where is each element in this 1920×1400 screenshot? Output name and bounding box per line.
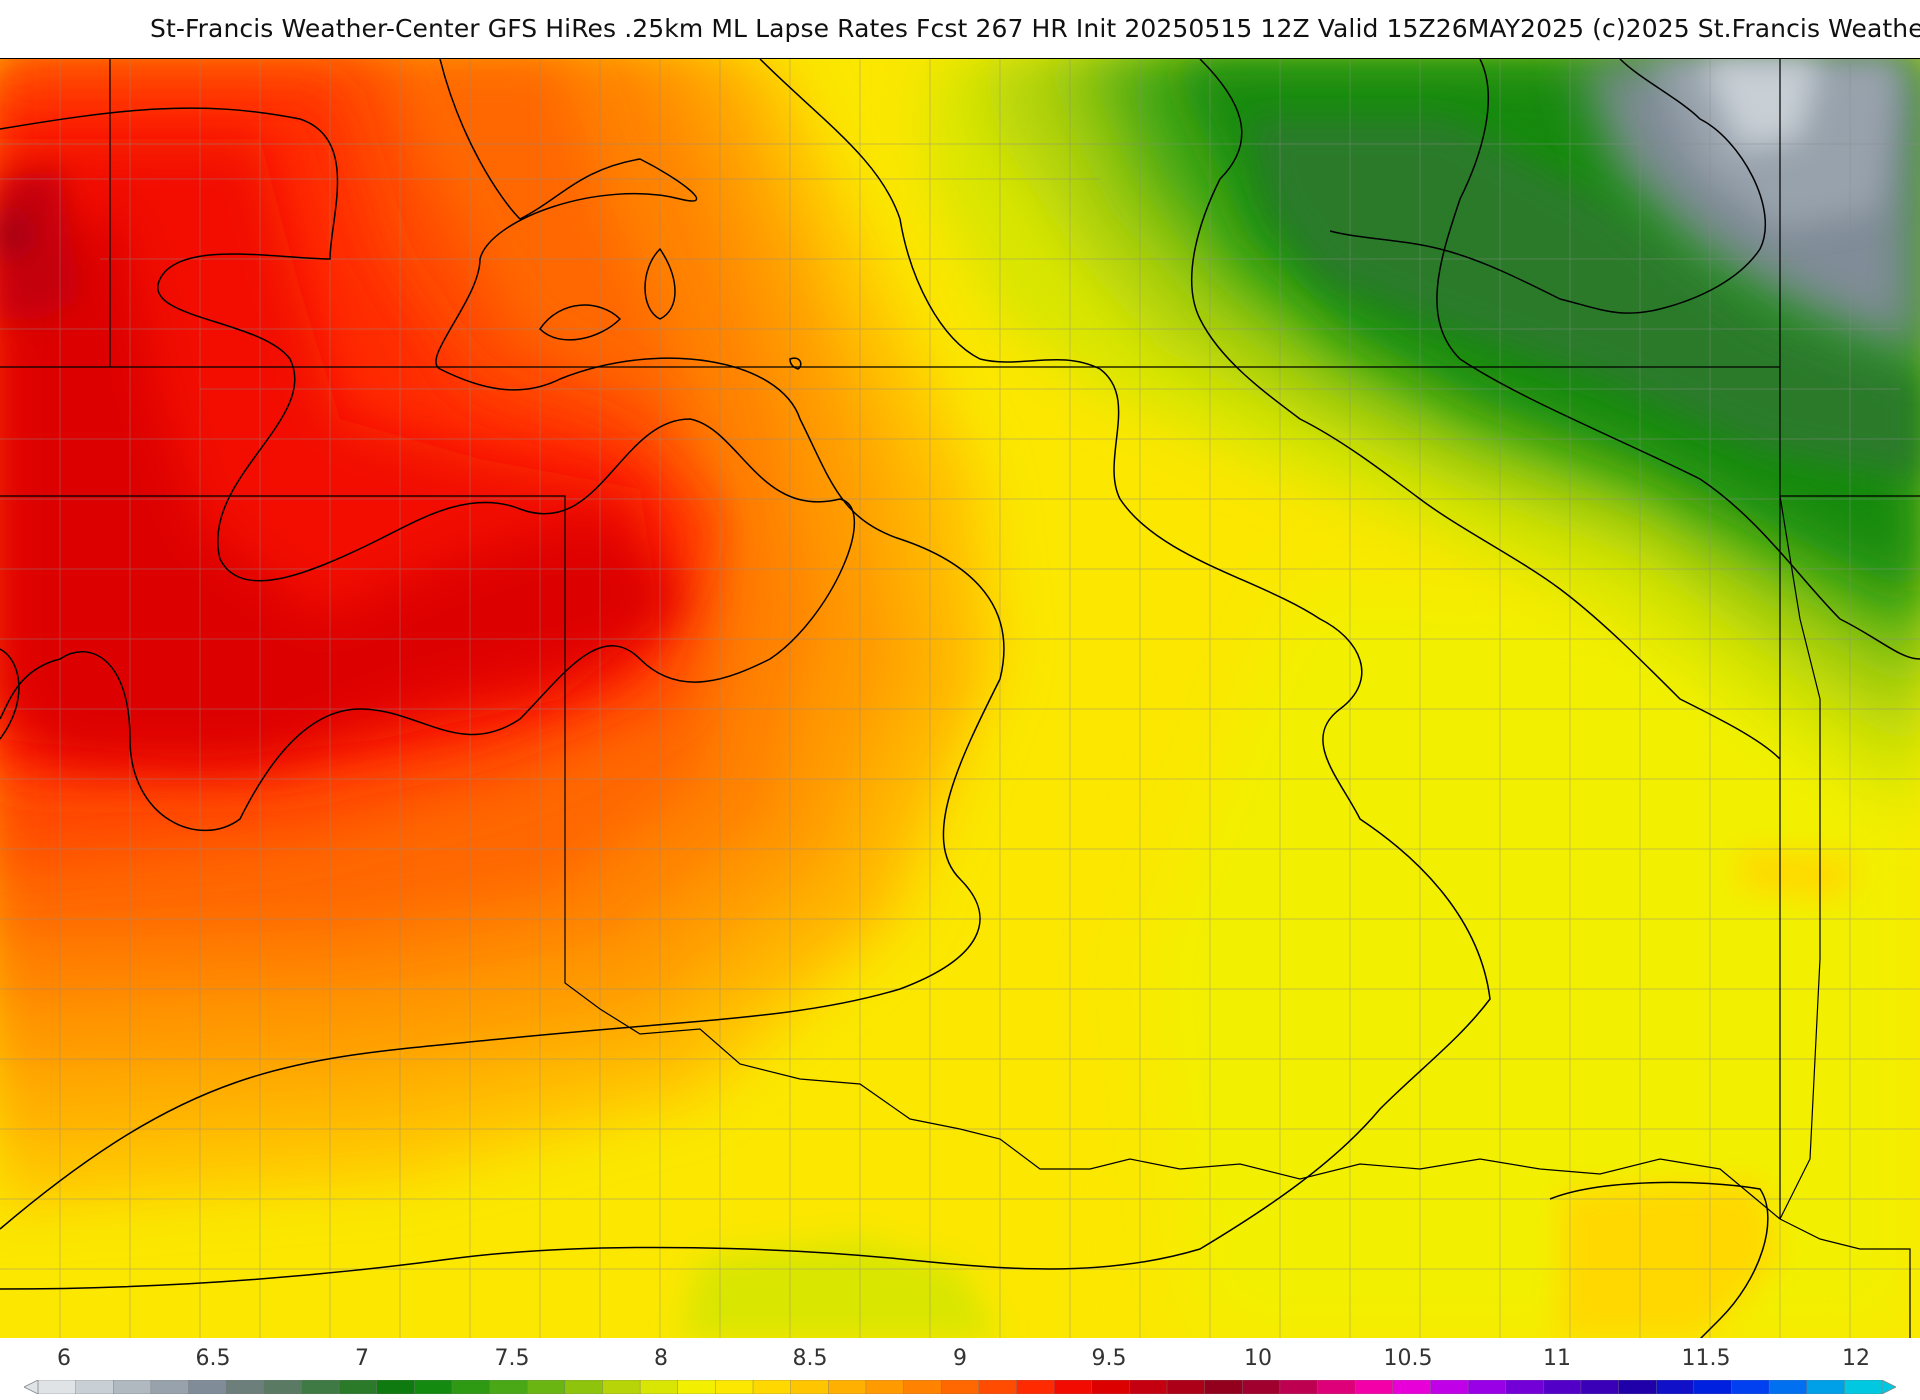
- colorbar-cell: [301, 1380, 340, 1394]
- colorbar-cell: [1618, 1380, 1657, 1394]
- colorbar-cell: [1693, 1380, 1733, 1394]
- legend-tick: 11.5: [1681, 1346, 1731, 1371]
- lapse-rate-map[interactable]: [0, 58, 1920, 1340]
- colorbar-cell: [1392, 1380, 1432, 1394]
- colorbar-cell: [828, 1380, 867, 1394]
- colorbar-cell: [715, 1380, 754, 1394]
- colorbar: [24, 1380, 1896, 1394]
- colorbar-cell: [414, 1380, 453, 1394]
- legend-tick: 9: [953, 1346, 967, 1371]
- legend-tick: 6.5: [195, 1346, 231, 1371]
- legend-tick: 7.5: [494, 1346, 530, 1371]
- legend-tick: 10.5: [1383, 1346, 1433, 1371]
- colorbar-cell: [1279, 1380, 1319, 1394]
- colorbar-cell: [113, 1380, 152, 1394]
- colorbar-cell: [150, 1380, 190, 1394]
- colorbar-cell: [376, 1380, 416, 1394]
- state-borders: [0, 59, 1920, 1339]
- colorbar-cell: [1204, 1380, 1243, 1394]
- colorbar-cell: [188, 1380, 227, 1394]
- colorbar-cell: [1655, 1380, 1695, 1394]
- colorbar-cell: [677, 1380, 717, 1394]
- colorbar-cell: [1242, 1380, 1281, 1394]
- colorbar-cell: [639, 1380, 679, 1394]
- legend-tick: 12: [1842, 1346, 1870, 1371]
- colorbar-cell: [564, 1380, 604, 1394]
- colorbar-cell: [1731, 1380, 1770, 1394]
- colorbar-cell: [1806, 1380, 1846, 1394]
- colorbar-cell: [75, 1380, 114, 1394]
- colorbar-cell: [37, 1380, 77, 1394]
- county-lines: [0, 59, 1920, 1339]
- map-title: St-Francis Weather-Center GFS HiRes .25k…: [150, 14, 1920, 43]
- colorbar-cell: [225, 1380, 265, 1394]
- colorbar-cell: [1768, 1380, 1808, 1394]
- contour-lines: [0, 58, 1920, 1340]
- colorbar-cell: [338, 1380, 378, 1394]
- colorbar-cell: [903, 1380, 942, 1394]
- colorbar-cell: [1016, 1380, 1055, 1394]
- colorbar-low-arrow: [24, 1380, 39, 1394]
- title-bar: St-Francis Weather-Center GFS HiRes .25k…: [0, 0, 1920, 58]
- colorbar-cell: [1505, 1380, 1545, 1394]
- legend-tick: 8: [654, 1346, 668, 1371]
- colorbar-cell: [978, 1380, 1018, 1394]
- colorbar-cell: [1091, 1380, 1131, 1394]
- shaded-field: [0, 59, 1920, 1339]
- legend-tick: 8.5: [792, 1346, 828, 1371]
- map-canvas: [0, 58, 1920, 1340]
- colorbar-cell: [1844, 1380, 1883, 1394]
- colorbar-cell: [451, 1380, 491, 1394]
- colorbar-cell: [1430, 1380, 1469, 1394]
- legend-tick: 7: [355, 1346, 369, 1371]
- colorbar-cell: [790, 1380, 829, 1394]
- colorbar-cell: [1580, 1380, 1620, 1394]
- colorbar-cell: [940, 1380, 980, 1394]
- colorbar-cell: [602, 1380, 641, 1394]
- colorbar-cell: [1317, 1380, 1356, 1394]
- legend-tick: 11: [1543, 1346, 1571, 1371]
- legend-tick: 10: [1244, 1346, 1272, 1371]
- legend-tick: 9.5: [1091, 1346, 1127, 1371]
- colorbar-cell: [1354, 1380, 1394, 1394]
- colorbar-cell: [527, 1380, 566, 1394]
- colorbar-cell: [752, 1380, 792, 1394]
- colorbar-cell: [1166, 1380, 1206, 1394]
- colorbar-cell: [865, 1380, 905, 1394]
- colorbar-cell: [1467, 1380, 1507, 1394]
- colorbar-cell: [1053, 1380, 1093, 1394]
- colorbar-high-arrow: [1881, 1380, 1896, 1394]
- colorbar-cell: [1129, 1380, 1168, 1394]
- colorbar-cell: [489, 1380, 528, 1394]
- legend-tick: 6: [57, 1346, 71, 1371]
- colorbar-cell: [263, 1380, 303, 1394]
- colorbar-cell: [1543, 1380, 1582, 1394]
